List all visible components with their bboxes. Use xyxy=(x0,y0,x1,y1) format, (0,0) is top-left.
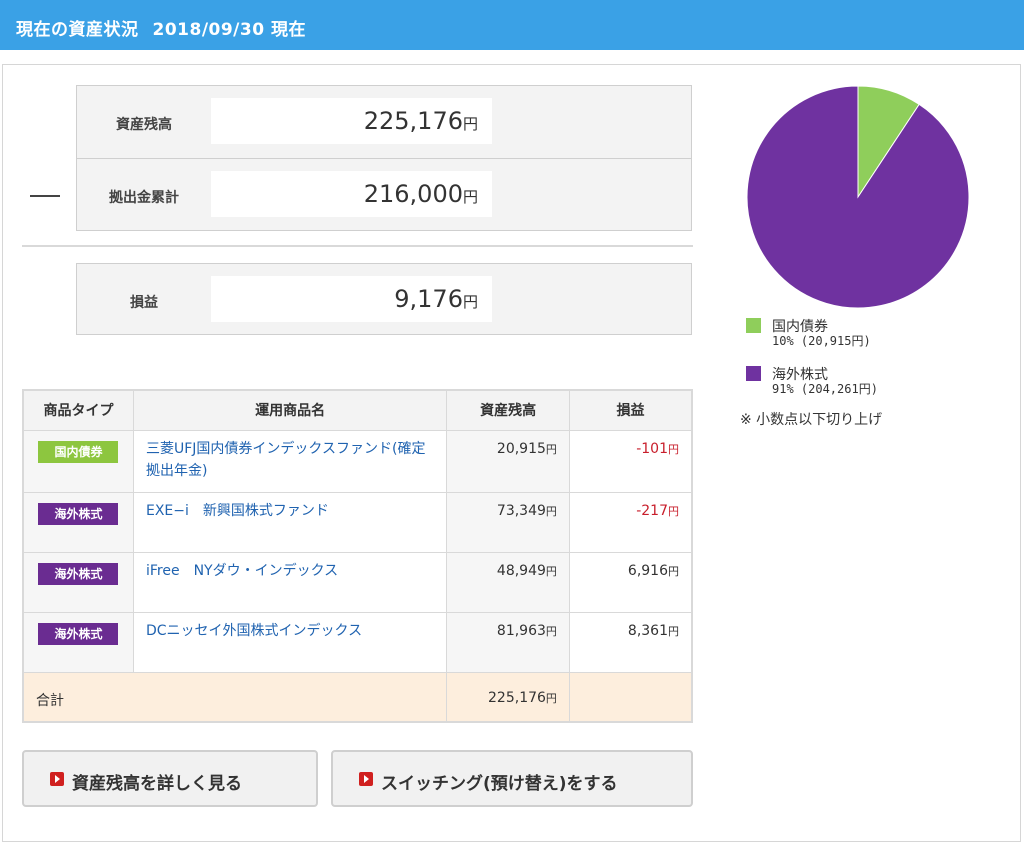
profit-cell: 6,916円 xyxy=(568,551,693,613)
view-details-button[interactable]: 資産残高を詳しく見る xyxy=(22,750,318,807)
arrow-right-icon xyxy=(50,772,64,786)
yen-unit: 円 xyxy=(462,115,478,133)
fund-table: 商品タイプ 運用商品名 資産残高 損益 国内債券 三菱UFJ国内債券インデックス… xyxy=(22,389,693,723)
balance-value-box: 225,176円 xyxy=(211,98,492,144)
col-profit: 損益 xyxy=(568,389,693,431)
fund-link[interactable]: DCニッセイ外国株式インデックス xyxy=(145,622,363,639)
profit-value-box: 9,176円 xyxy=(211,276,492,322)
balance-amount: 225,176 xyxy=(363,107,463,135)
name-cell: iFree NYダウ・インデックス xyxy=(132,551,448,613)
total-row: 合計 225,176円 xyxy=(22,671,693,723)
pie-slice-1 xyxy=(746,85,970,309)
view-details-label: 資産残高を詳しく見る xyxy=(72,774,242,794)
yen-unit: 円 xyxy=(668,504,679,518)
summary-divider xyxy=(77,158,691,159)
balance-row: 資産残高 225,176円 xyxy=(77,86,691,158)
contribution-value-box: 216,000円 xyxy=(211,171,492,217)
yen-unit: 円 xyxy=(462,188,478,206)
yen-unit: 円 xyxy=(668,564,679,578)
yen-unit: 円 xyxy=(545,442,557,456)
rounding-note: ※ 小数点以下切り上げ xyxy=(740,412,883,428)
yen-unit: 円 xyxy=(668,442,679,456)
type-cell: 海外株式 xyxy=(22,491,134,553)
legend-name: 海外株式 xyxy=(772,367,828,383)
profit-label: 損益 xyxy=(130,295,158,311)
table-header-row: 商品タイプ 運用商品名 資産残高 損益 xyxy=(22,389,693,431)
profit-box: 損益 9,176円 xyxy=(76,263,692,335)
allocation-pie-chart xyxy=(746,85,970,309)
type-cell: 国内債券 xyxy=(22,429,134,493)
total-amount: 225,176 xyxy=(488,689,546,706)
balance-label: 資産残高 xyxy=(116,117,172,133)
yen-unit: 円 xyxy=(668,624,679,638)
profit-value: -101 xyxy=(636,440,668,457)
title-text: 現在の資産状況 xyxy=(16,20,139,40)
profit-amount: 9,176 xyxy=(394,285,463,313)
type-cell: 海外株式 xyxy=(22,611,134,673)
name-cell: EXE−i 新興国株式ファンド xyxy=(132,491,448,553)
switching-button[interactable]: スイッチング(預け替え)をする xyxy=(331,750,693,807)
col-type: 商品タイプ xyxy=(22,389,134,431)
minus-sign xyxy=(30,195,60,197)
type-badge: 海外株式 xyxy=(38,622,119,645)
profit-value: 9,176円 xyxy=(394,285,478,313)
amount-cell: 48,949円 xyxy=(446,551,570,613)
total-profit-cell xyxy=(568,671,693,723)
legend-swatch-green xyxy=(746,318,761,333)
amount-cell: 73,349円 xyxy=(446,491,570,553)
arrow-right-icon xyxy=(359,772,373,786)
yen-unit: 円 xyxy=(545,691,557,705)
type-badge: 国内債券 xyxy=(38,440,119,463)
profit-value: 8,361 xyxy=(627,622,668,639)
table-row: 海外株式 iFree NYダウ・インデックス 48,949円 6,916円 xyxy=(22,551,693,613)
contribution-row: 拠出金累計 216,000円 xyxy=(77,159,691,231)
type-badge: 海外株式 xyxy=(38,562,119,585)
profit-value: -217 xyxy=(636,502,668,519)
col-name: 運用商品名 xyxy=(132,389,448,431)
col-balance: 資産残高 xyxy=(446,389,570,431)
switching-label: スイッチング(預け替え)をする xyxy=(381,774,618,794)
amount-cell: 81,963円 xyxy=(446,611,570,673)
balance-value: 225,176円 xyxy=(364,107,478,135)
fund-link[interactable]: EXE−i 新興国株式ファンド xyxy=(145,502,329,519)
as-of-date: 2018/09/30 現在 xyxy=(152,20,306,40)
yen-unit: 円 xyxy=(462,293,478,311)
profit-value: 6,916 xyxy=(627,562,668,579)
summary-box: 資産残高 225,176円 拠出金累計 216,000円 xyxy=(76,85,692,231)
page-header: 現在の資産状況 2018/09/30 現在 xyxy=(0,0,1024,50)
amount-value: 81,963 xyxy=(496,622,546,639)
table-row: 海外株式 EXE−i 新興国株式ファンド 73,349円 -217円 xyxy=(22,491,693,553)
legend-value: 91% (204,261円) xyxy=(772,382,878,396)
yen-unit: 円 xyxy=(545,624,557,638)
contribution-amount: 216,000 xyxy=(363,180,463,208)
profit-cell: 8,361円 xyxy=(568,611,693,673)
amount-value: 73,349 xyxy=(496,502,546,519)
total-amount-cell: 225,176円 xyxy=(446,671,570,723)
type-badge: 海外株式 xyxy=(38,502,119,525)
contribution-label: 拠出金累計 xyxy=(109,190,179,206)
fund-link[interactable]: 三菱UFJ国内債券インデックスファンド(確定拠出年金) xyxy=(145,440,426,479)
amount-value: 48,949 xyxy=(496,562,546,579)
legend-swatch-purple xyxy=(746,366,761,381)
profit-cell: -101円 xyxy=(568,429,693,493)
profit-cell: -217円 xyxy=(568,491,693,553)
legend-value: 10% (20,915円) xyxy=(772,334,871,348)
page-title: 現在の資産状況 2018/09/30 現在 xyxy=(16,15,306,40)
yen-unit: 円 xyxy=(545,564,557,578)
table-row: 国内債券 三菱UFJ国内債券インデックスファンド(確定拠出年金) 20,915円… xyxy=(22,429,693,493)
profit-row: 損益 9,176円 xyxy=(77,264,691,334)
amount-value: 20,915 xyxy=(496,440,546,457)
table-row: 海外株式 DCニッセイ外国株式インデックス 81,963円 8,361円 xyxy=(22,611,693,673)
type-cell: 海外株式 xyxy=(22,551,134,613)
result-rule xyxy=(22,245,693,247)
name-cell: DCニッセイ外国株式インデックス xyxy=(132,611,448,673)
fund-link[interactable]: iFree NYダウ・インデックス xyxy=(145,562,339,579)
amount-cell: 20,915円 xyxy=(446,429,570,493)
name-cell: 三菱UFJ国内債券インデックスファンド(確定拠出年金) xyxy=(132,429,448,493)
contribution-value: 216,000円 xyxy=(364,180,478,208)
total-label: 合計 xyxy=(22,671,448,723)
yen-unit: 円 xyxy=(545,504,557,518)
legend-name: 国内債券 xyxy=(772,319,828,335)
